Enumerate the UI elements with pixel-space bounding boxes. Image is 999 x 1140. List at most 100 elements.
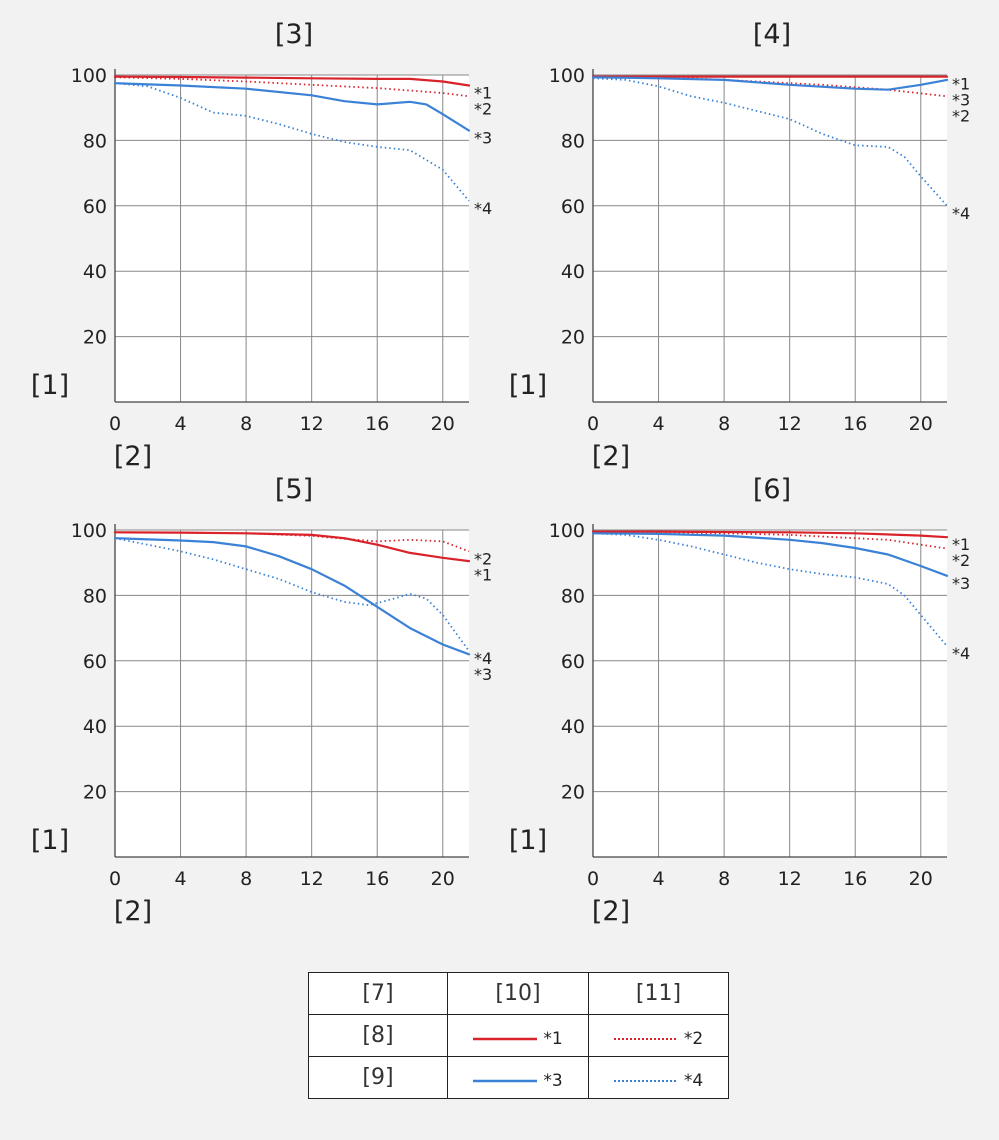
y-tick-label: 20 bbox=[561, 782, 585, 804]
y-tick-label: 40 bbox=[561, 261, 585, 283]
series-end-label: *3 bbox=[474, 129, 492, 148]
y-tick-label: 60 bbox=[83, 651, 107, 673]
x-tick-label: 8 bbox=[718, 868, 730, 890]
series-line bbox=[114, 537, 470, 652]
chart-panel: 20 40 60 80 100 0 4 8 12 16 20 [6] [1] [2] *1*2 *3 *4 bbox=[509, 474, 970, 927]
x-tick-label: 16 bbox=[843, 413, 867, 435]
legend-solid-cell: *1 bbox=[447, 1014, 589, 1057]
x-axis-label: [2] bbox=[592, 441, 630, 472]
legend-series-label: *4 bbox=[683, 1070, 704, 1091]
x-tick-label: 8 bbox=[240, 868, 252, 890]
series-line bbox=[592, 77, 948, 207]
legend-solid-cell: *3 bbox=[447, 1056, 589, 1099]
legend-header-cell: [11] bbox=[588, 972, 729, 1015]
chart-title: [5] bbox=[275, 474, 313, 505]
legend-dotted-cell: *2 bbox=[588, 1014, 729, 1057]
chart-panel: 20 40 60 80 100 0 4 8 12 16 20 [3] [1] [2] *1*2 *3 *4 bbox=[31, 19, 492, 472]
x-tick-label: 8 bbox=[718, 413, 730, 435]
y-tick-label: 80 bbox=[83, 130, 107, 152]
x-tick-label: 4 bbox=[175, 413, 187, 435]
legend-row: [9] *3 *4 bbox=[308, 1056, 729, 1099]
x-tick-label: 12 bbox=[300, 413, 324, 435]
chart-title: [6] bbox=[753, 474, 791, 505]
legend-header-cell: [7] bbox=[308, 972, 448, 1015]
series-end-label: *3 bbox=[474, 665, 492, 684]
y-tick-label: 20 bbox=[561, 327, 585, 349]
series-line bbox=[113, 82, 471, 132]
legend-series-label: *3 bbox=[543, 1070, 563, 1091]
y-axis-label: [1] bbox=[509, 825, 547, 856]
series-end-label: *4 bbox=[952, 644, 970, 663]
x-tick-label: 20 bbox=[909, 413, 933, 435]
plot-area bbox=[115, 530, 469, 857]
x-axis-label: [2] bbox=[114, 441, 152, 472]
x-tick-label: 20 bbox=[909, 868, 933, 890]
series-line bbox=[113, 75, 471, 87]
plot-area bbox=[593, 75, 947, 402]
x-tick-label: 16 bbox=[843, 868, 867, 890]
series-end-label: *2 bbox=[474, 99, 492, 118]
series-line bbox=[591, 530, 949, 539]
series-end-label: *2 bbox=[474, 549, 492, 568]
series-end-label: *1 bbox=[952, 535, 970, 554]
y-tick-label: 20 bbox=[83, 782, 107, 804]
series-end-label: *1 bbox=[952, 75, 970, 94]
chart-title: [4] bbox=[753, 19, 791, 50]
legend-header-row: [7] [10] [11] bbox=[308, 972, 729, 1015]
series-end-label: *1 bbox=[474, 565, 492, 584]
x-tick-label: 0 bbox=[587, 413, 599, 435]
series-line bbox=[592, 531, 948, 550]
y-tick-label: 100 bbox=[549, 520, 585, 542]
series-line bbox=[591, 532, 949, 577]
x-tick-label: 4 bbox=[653, 868, 665, 890]
y-tick-label: 60 bbox=[561, 651, 585, 673]
y-tick-label: 40 bbox=[83, 261, 107, 283]
x-tick-label: 0 bbox=[109, 868, 121, 890]
y-tick-label: 80 bbox=[83, 585, 107, 607]
series-end-label: *3 bbox=[952, 574, 970, 593]
legend-header-cell: [10] bbox=[447, 972, 589, 1015]
y-tick-label: 80 bbox=[561, 585, 585, 607]
x-tick-label: 20 bbox=[431, 868, 455, 890]
y-tick-label: 60 bbox=[561, 196, 585, 218]
y-axis-label: [1] bbox=[509, 370, 547, 401]
blue-solid-line-sample bbox=[473, 1079, 538, 1082]
x-axis-label: [2] bbox=[592, 896, 630, 927]
y-tick-label: 100 bbox=[71, 520, 107, 542]
series-line bbox=[113, 537, 471, 656]
series-line bbox=[592, 532, 948, 647]
series-line bbox=[114, 82, 470, 202]
legend-row-label: [9] bbox=[308, 1056, 448, 1099]
y-tick-label: 100 bbox=[549, 65, 585, 87]
x-tick-label: 12 bbox=[778, 868, 802, 890]
plot-area bbox=[593, 530, 947, 857]
legend-series-label: *1 bbox=[543, 1028, 563, 1049]
series-end-label: *4 bbox=[474, 649, 492, 668]
y-tick-label: 20 bbox=[83, 327, 107, 349]
series-end-label: *2 bbox=[952, 551, 970, 570]
series-end-label: *3 bbox=[952, 91, 970, 110]
y-tick-label: 60 bbox=[83, 196, 107, 218]
legend-dotted-cell: *4 bbox=[588, 1056, 729, 1099]
x-tick-label: 4 bbox=[175, 868, 187, 890]
x-tick-label: 0 bbox=[587, 868, 599, 890]
x-axis-label: [2] bbox=[114, 896, 152, 927]
red-dotted-line-sample bbox=[613, 1037, 678, 1040]
legend-row: [8] *1 *2 bbox=[308, 1014, 729, 1057]
x-tick-label: 4 bbox=[653, 413, 665, 435]
series-end-label: *2 bbox=[952, 107, 970, 126]
y-axis-label: [1] bbox=[31, 370, 69, 401]
plot-area bbox=[115, 75, 469, 402]
x-tick-label: 0 bbox=[109, 413, 121, 435]
x-tick-label: 12 bbox=[778, 413, 802, 435]
series-end-label: *4 bbox=[952, 204, 970, 223]
y-axis-label: [1] bbox=[31, 825, 69, 856]
chart-panel: 20 40 60 80 100 0 4 8 12 16 20 [4] [1] [2] *1*3*2 *4 bbox=[509, 19, 970, 472]
x-tick-label: 12 bbox=[300, 868, 324, 890]
chart-panel: 20 40 60 80 100 0 4 8 12 16 20 [5] [1] [2] *2*1 *4*3 bbox=[31, 474, 492, 927]
legend-row-label: [8] bbox=[308, 1014, 448, 1057]
series-line bbox=[591, 76, 949, 91]
y-tick-label: 40 bbox=[561, 716, 585, 738]
x-tick-label: 16 bbox=[365, 868, 389, 890]
